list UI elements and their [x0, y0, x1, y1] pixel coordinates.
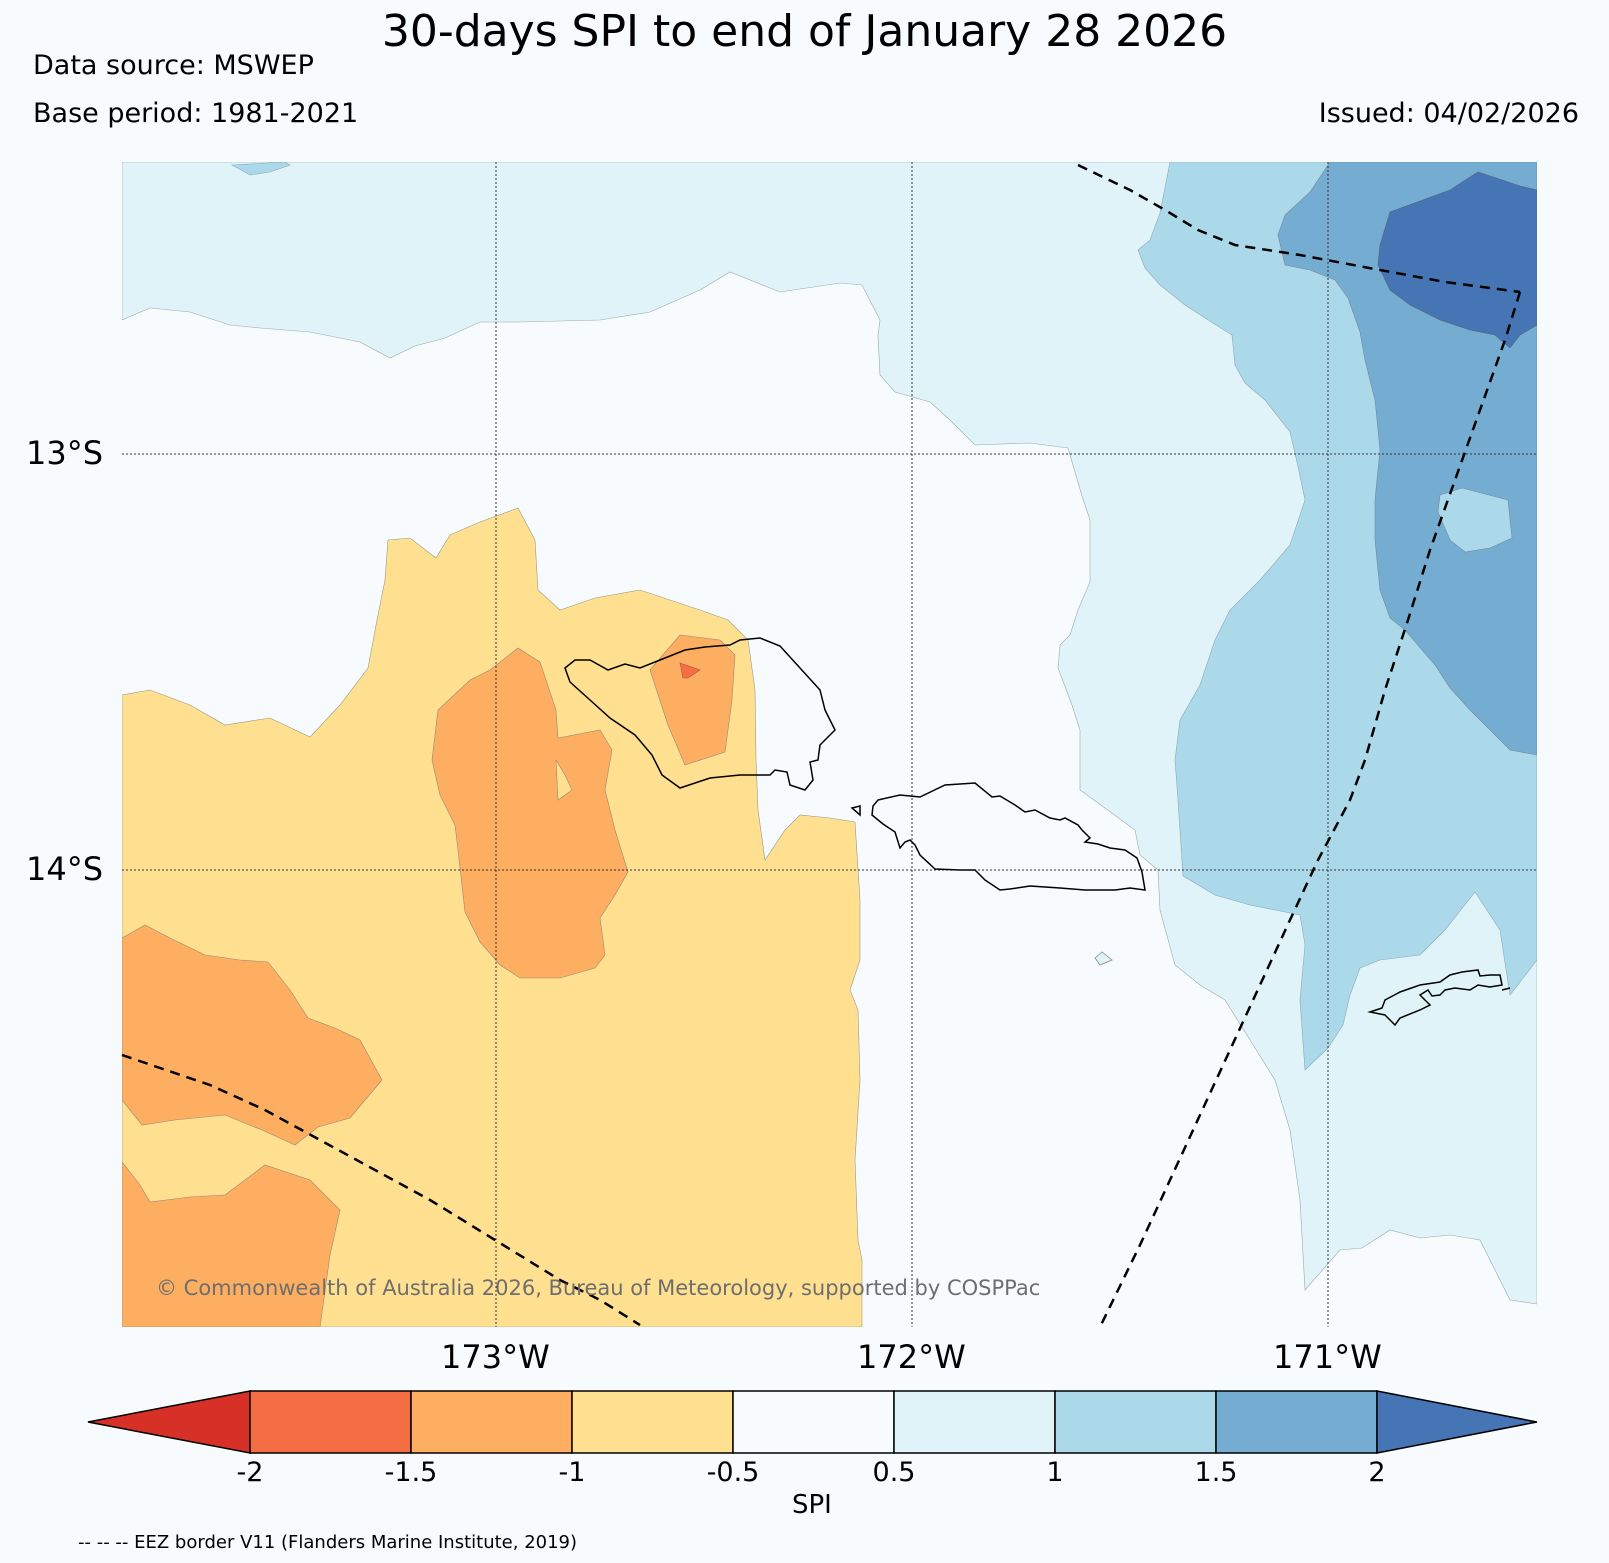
colorbar-extend-low	[87, 1390, 251, 1454]
colorbar-bin-minus2-minus1.5	[249, 1390, 412, 1454]
wet-hole-1-1.5	[1437, 487, 1513, 553]
base-period-label: Base period: 1981-2021	[33, 98, 359, 129]
eez-borders	[121, 163, 1522, 1328]
coastlines	[564, 637, 1511, 1027]
wet-zone-above-2	[1377, 171, 1537, 349]
colorbar-tick: 0.5	[872, 1457, 916, 1488]
page-title: 30-days SPI to end of January 28 2026	[381, 6, 1228, 57]
issued-date-label: Issued: 04/02/2026	[1318, 98, 1579, 129]
colorbar-bin-minus1.5-minus1	[410, 1390, 573, 1454]
lat-label-14s: 14°S	[26, 850, 104, 888]
colorbar-label: SPI	[792, 1490, 832, 1520]
eez-border-north	[1077, 163, 1521, 294]
colorbar-tick: -1.5	[384, 1457, 438, 1488]
tutuila-island	[1367, 969, 1503, 1027]
dry-zone-central	[431, 647, 629, 979]
colorbar-bin-0.5-1	[893, 1390, 1056, 1454]
data-source-label: Data source: MSWEP	[33, 50, 314, 81]
colorbar-tick: -0.5	[706, 1457, 760, 1488]
spi-colorbar	[87, 1390, 1538, 1454]
dry-notch	[555, 759, 573, 801]
map-area	[122, 162, 1537, 1327]
savaii-island	[564, 637, 836, 791]
dry-zone-west	[122, 924, 383, 1146]
colorbar-tick: -1	[558, 1457, 586, 1488]
colorbar-bin-minus0.5-0.5	[732, 1390, 895, 1454]
colorbar-tick: 1	[1046, 1457, 1064, 1488]
colorbar-bin-1.5-2	[1215, 1390, 1378, 1454]
colorbar-tick: 1.5	[1194, 1457, 1238, 1488]
small-islet	[1094, 951, 1113, 966]
lon-label-172w: 172°W	[857, 1338, 966, 1376]
copyright-watermark: © Commonwealth of Australia 2026, Bureau…	[156, 1276, 1041, 1300]
dry-zone-southwest	[122, 1161, 341, 1327]
colorbar-tick: -2	[236, 1457, 264, 1488]
colorbar-bin-minus1-minus0.5	[571, 1390, 734, 1454]
dry-zone-minus2	[679, 662, 701, 679]
aunuu-islet	[1501, 987, 1511, 991]
eez-legend-note: -- -- -- EEZ border V11 (Flanders Marine…	[78, 1532, 578, 1553]
colorbar-extend-high	[1376, 1390, 1538, 1454]
dry-zone-savaii	[649, 634, 736, 766]
apolima-islet	[850, 805, 861, 817]
upolu-island	[871, 782, 1146, 891]
lon-label-173w: 173°W	[441, 1338, 550, 1376]
wet-zone-0.5-1-north	[122, 162, 1537, 1305]
eez-border-southwest	[121, 1053, 641, 1327]
colorbar-tick: 2	[1368, 1457, 1386, 1488]
wet-patch-top-left	[230, 162, 291, 176]
lat-label-13s: 13°S	[26, 434, 104, 472]
eez-border-east	[1098, 291, 1522, 1328]
colorbar-bin-1-1.5	[1054, 1390, 1217, 1454]
lon-label-171w: 171°W	[1273, 1338, 1382, 1376]
